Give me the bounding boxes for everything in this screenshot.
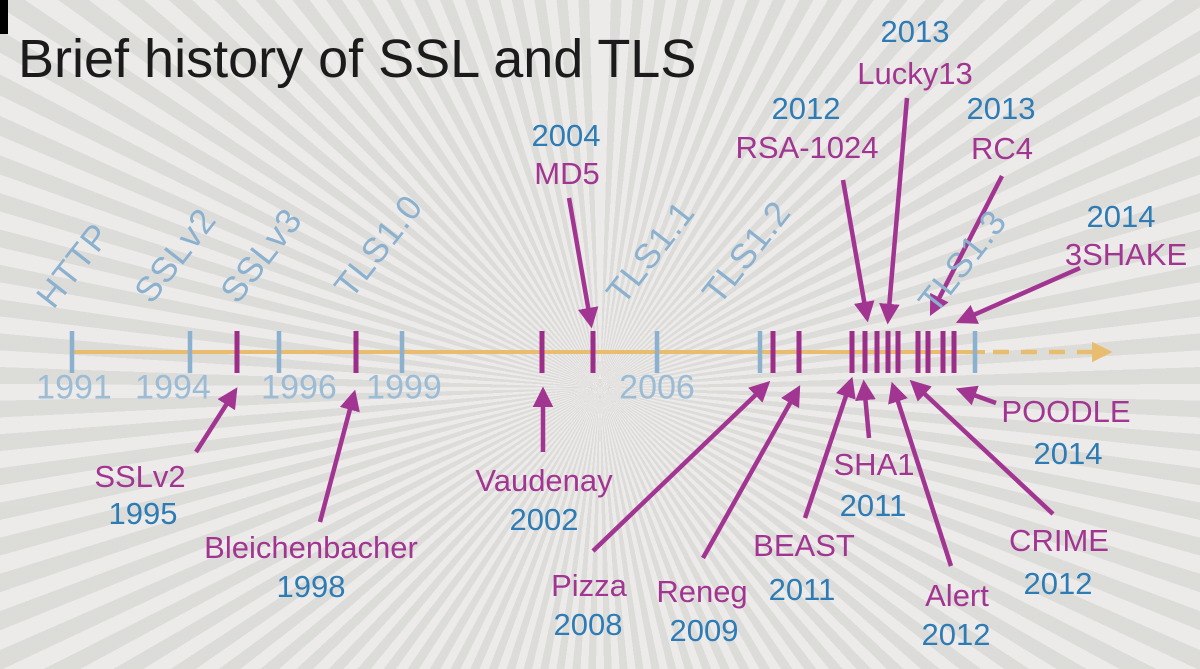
arrow-md5 (566, 197, 599, 329)
arrow-3shake (955, 265, 1081, 324)
attack-label-md5-year: 2004 (531, 118, 601, 153)
attack-label-vaudenay-year: 2002 (509, 502, 579, 537)
arrow-crime (909, 379, 1055, 516)
era-year-label-1999: 1999 (366, 368, 442, 407)
era-year-label-1991: 1991 (36, 368, 112, 407)
arrow-sha1 (855, 379, 876, 439)
arrow-sslv2-attack (194, 387, 238, 454)
attack-label-pizza-year: 2008 (553, 607, 623, 642)
arrow-rsa-1024 (840, 179, 875, 323)
attack-label-lucky13-name: Lucky13 (857, 56, 973, 91)
arrow-lucky13 (879, 97, 910, 325)
attack-label-rsa-1024-name: RSA-1024 (735, 130, 879, 165)
era-year-label-2006: 2006 (619, 368, 695, 407)
attack-label-3shake-name: 3SHAKE (1064, 237, 1188, 272)
slide-title: Brief history of SSL and TLS (18, 29, 697, 89)
attack-label-beast-name: BEAST (753, 528, 855, 563)
attack-label-sslv2-attack-name: SSLv2 (94, 459, 186, 494)
attack-label-rc4-name: RC4 (970, 131, 1034, 166)
era-year-label-1994: 1994 (135, 368, 211, 407)
attack-label-alert-name: Alert (925, 578, 989, 613)
attack-label-sha1-name: SHA1 (833, 447, 915, 482)
attack-label-bleichenbacher-year: 1998 (276, 569, 346, 604)
arrow-alert (888, 381, 954, 567)
arrow-rc4 (929, 174, 1005, 317)
attack-label-reneg-name: Reneg (656, 574, 748, 609)
attack-label-pizza-name: Pizza (551, 568, 627, 603)
arrow-reneg (701, 385, 801, 560)
arrow-bleichenbacher (317, 389, 360, 523)
attack-label-poodle-name: POODLE (1001, 394, 1131, 429)
attack-label-poodle-year: 2014 (1033, 436, 1103, 471)
attack-label-3shake-year: 2014 (1086, 199, 1156, 234)
screen-edge-artifact (0, 0, 8, 34)
attack-label-reneg-year: 2009 (669, 613, 739, 648)
attack-label-beast-year: 2011 (768, 572, 836, 607)
attack-label-vaudenay-name: Vaudenay (475, 463, 613, 498)
attack-label-lucky13-year: 2013 (880, 14, 950, 49)
attack-label-sha1-year: 2011 (839, 488, 907, 523)
attack-label-sslv2-attack-year: 1995 (108, 496, 178, 531)
attack-label-bleichenbacher-name: Bleichenbacher (204, 530, 418, 565)
arrow-poodle (955, 385, 997, 406)
attack-label-rsa-1024-year: 2012 (771, 91, 841, 126)
attack-label-crime-name: CRIME (1009, 523, 1109, 558)
attack-label-rc4-year: 2013 (966, 91, 1036, 126)
attack-label-crime-year: 2012 (1023, 566, 1093, 601)
era-year-label-1996: 1996 (261, 368, 337, 407)
attack-label-alert-year: 2012 (921, 617, 991, 652)
arrow-beast (802, 376, 856, 519)
arrow-pizza (591, 380, 771, 553)
attack-label-md5-name: MD5 (534, 156, 600, 191)
